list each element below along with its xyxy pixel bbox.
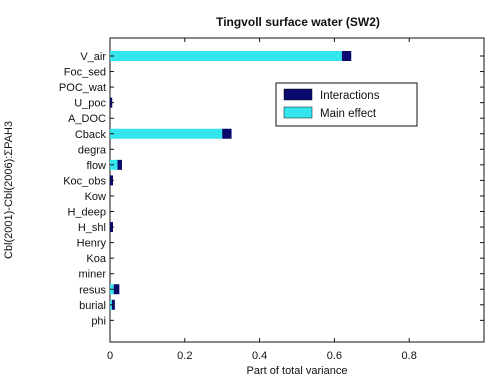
x-tick-label-0-4: 0.4 [252, 350, 267, 362]
y-tick-label-cback: Cback [75, 129, 107, 141]
y-tick-labels: V_air Foc_sed POC_wat U_poc A_DOC Cback degra f… [59, 51, 484, 327]
legend-label-interactions: Interactions [320, 90, 380, 102]
bar-main-effect-v-air [110, 51, 342, 61]
bar-interactions-cback [222, 128, 232, 139]
x-tick-label-0-2: 0.2 [177, 350, 192, 362]
x-tick-label-0-8: 0.8 [402, 350, 417, 362]
legend: Interactions Main effect [275, 82, 418, 127]
y-tick-label-phi: phi [91, 315, 106, 327]
y-tick-label-koa: Koa [86, 253, 106, 265]
y-tick-label-h-deep: H_deep [67, 207, 106, 219]
bar-interactions-flow [117, 159, 122, 170]
x-tick-label-0-6: 0.6 [327, 350, 342, 362]
y-axis-label: Cbl(2001)-Cbl(2006):ΣPAH3 [3, 121, 15, 259]
y-tick-label-v-air: V_air [80, 51, 106, 63]
bar-main-effect-cback [110, 128, 223, 139]
bar-interactions-resus [113, 284, 120, 295]
y-tick-label-kow: Kow [85, 191, 106, 203]
x-axis-label: Part of total variance [247, 365, 348, 377]
y-tick-label-koc-obs: Koc_obs [63, 175, 106, 187]
y-tick-label-burial: burial [79, 300, 106, 312]
y-tick-label-henry: Henry [77, 238, 107, 250]
legend-label-main-effect: Main effect [320, 108, 377, 120]
x-tick-label-0: 0 [107, 350, 113, 362]
x-tick-labels: 0 0.2 0.4 0.6 0.8 [107, 38, 417, 362]
y-tick-label-miner: miner [78, 269, 106, 281]
y-tick-label-u-poc: U_poc [74, 98, 106, 110]
legend-swatch-interactions [283, 88, 313, 101]
chart-title: Tingvoll surface water (SW2) [216, 15, 380, 29]
y-tick-label-a-doc: A_DOC [68, 113, 106, 125]
y-tick-label-resus: resus [79, 284, 106, 296]
y-tick-label-flow: flow [86, 160, 106, 172]
y-tick-label-degra: degra [78, 144, 107, 156]
legend-swatch-main-effect [283, 106, 313, 119]
y-tick-label-poc-wat: POC_wat [59, 82, 106, 94]
y-tick-label-foc-sed: Foc_sed [64, 67, 106, 79]
y-tick-label-h-shl: H_shl [78, 222, 106, 234]
bar-interactions-v-air [341, 51, 352, 61]
